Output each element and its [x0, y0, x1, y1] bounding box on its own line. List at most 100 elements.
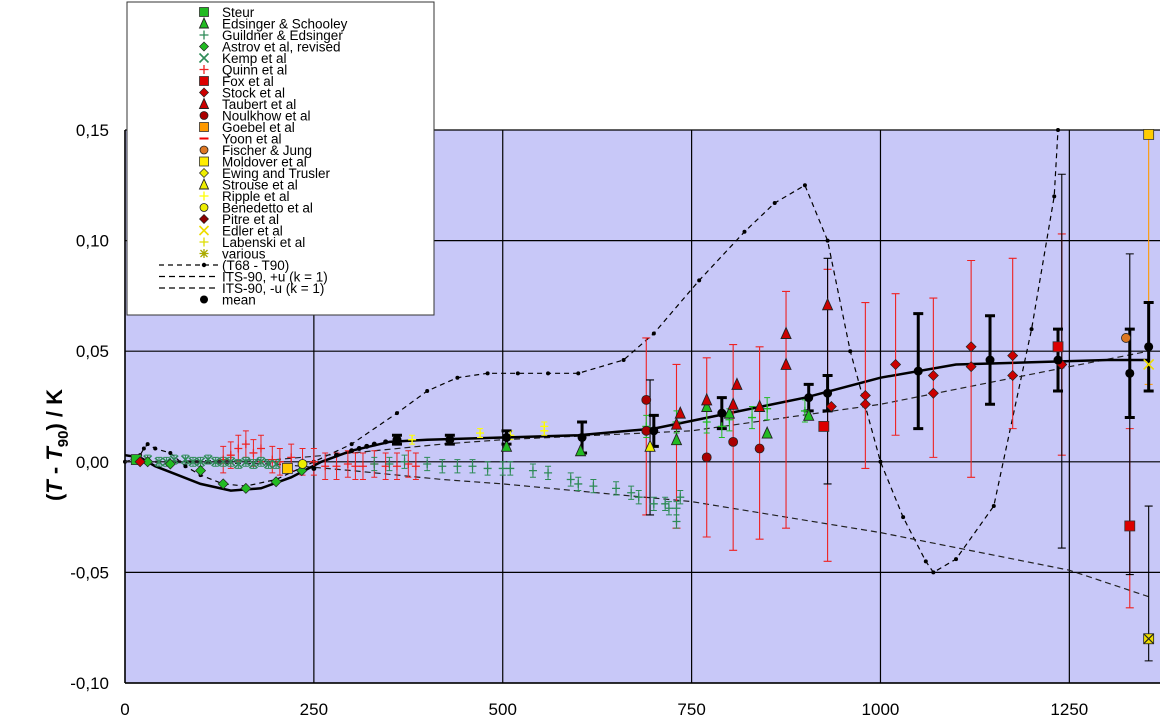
mean-point [985, 355, 995, 365]
legend-label: Edler et al [222, 224, 283, 239]
series-point-t68-t90 [183, 464, 188, 469]
error-bar [861, 301, 870, 469]
y-tick-label: -0,05 [70, 563, 109, 582]
point-edsinger-schooley [763, 404, 772, 413]
legend-box [126, 1, 435, 316]
mean-point [823, 388, 833, 398]
point-guildner-edsinger [661, 499, 670, 508]
legend-label: Astrov et al, revised [222, 40, 341, 55]
point-mean-low [383, 439, 389, 445]
point-quinn-et-al [256, 444, 265, 453]
point-quinn-et-al [268, 455, 277, 464]
legend-label: Quinn et al [222, 63, 287, 78]
point-kemp-et-al [180, 455, 191, 465]
grid [124, 129, 1160, 684]
series-point-t68-t90 [1052, 194, 1057, 199]
x-tick-label: 1000 [862, 700, 900, 719]
mean-point [1125, 368, 1135, 378]
x-tick-label: 1250 [1050, 700, 1088, 719]
legend-label: Ripple et al [222, 189, 290, 204]
data-point [1052, 341, 1064, 353]
point-mean-low [349, 448, 355, 454]
mean-point [1144, 342, 1154, 352]
mean-point [804, 393, 814, 403]
data-point [701, 392, 713, 406]
point-mean-low [371, 441, 377, 447]
series-point-t68-t90 [349, 442, 354, 447]
legend-marker-taubert-et-al [198, 97, 210, 109]
legend-label: Edsinger & Schooley [222, 17, 348, 32]
data-point [818, 421, 830, 432]
data-point [728, 436, 739, 447]
point-guildner-edsinger [589, 482, 598, 491]
legend-marker-t68-t90 [201, 262, 207, 268]
error-bar [1008, 257, 1017, 430]
data-point [723, 406, 736, 419]
data-point [753, 399, 766, 412]
legend-label: Steur [222, 5, 255, 20]
point-edsinger-schooley [702, 417, 711, 426]
series-point-t68-t90 [141, 446, 146, 451]
data-point [927, 370, 939, 382]
series-point-t68-t90 [742, 229, 747, 234]
point-guildner-edsinger [400, 457, 409, 466]
data-point [1007, 370, 1019, 382]
series-point-t68-t90 [153, 446, 158, 451]
legend-marker-guildner-edsinger [199, 30, 209, 40]
legend-label: Fischer & Jung [222, 143, 312, 158]
point-kemp-et-al [218, 457, 228, 467]
point-edsinger-schooley [717, 422, 726, 431]
data-point [282, 463, 293, 474]
point-ripple-et-al [408, 435, 417, 444]
data-point [821, 297, 834, 311]
series-point-t68-t90 [772, 200, 777, 205]
mean-point [577, 432, 587, 442]
point-guildner-edsinger [672, 517, 681, 526]
point-quinn-et-al [343, 460, 352, 469]
point-kemp-et-al [226, 457, 236, 467]
series-point-t68-t90 [802, 183, 807, 188]
legend-marker-moldover-et-al [199, 156, 209, 167]
y-axis-label-part: ( [42, 493, 67, 501]
data-point [825, 401, 837, 412]
data-point-cross [1143, 633, 1155, 645]
point-mean-low [334, 452, 340, 458]
data-point [780, 326, 792, 339]
point-guildner-edsinger [649, 499, 658, 508]
legend-label: Guildner & Edsinger [222, 28, 343, 43]
point-mean-low [311, 465, 317, 471]
data-point [1124, 520, 1136, 532]
y-axis-label-part: ) / K [42, 389, 67, 431]
data-point [1143, 129, 1155, 140]
legend-marker-edsinger-schooley [198, 16, 210, 29]
legend-label: Benedetto et al [222, 201, 313, 216]
legend-label: Kemp et al [222, 51, 287, 66]
point-guildner-edsinger [528, 466, 537, 475]
point-kemp-et-al [154, 457, 164, 467]
legend-label: Noulkhow et al [222, 109, 311, 124]
point-quinn-et-al [309, 457, 318, 466]
point-guildner-edsinger [423, 460, 432, 469]
series-point-t68-t90 [576, 371, 581, 376]
series-point-t68-t90 [1029, 327, 1034, 332]
error-bar [755, 346, 764, 540]
data-point [1143, 358, 1155, 371]
point-guildner-edsinger [370, 460, 379, 469]
series-point-t68-t90 [954, 557, 959, 562]
data-point [217, 478, 229, 490]
data-point [965, 361, 977, 373]
point-kemp-et-al [203, 455, 213, 465]
legend-marker-goebel-et-al [199, 122, 209, 132]
point-guildner-edsinger [676, 493, 685, 502]
legend-marker-fox-et-al [199, 76, 209, 86]
data-point [1121, 333, 1131, 343]
legend-marker-edler-et-al [198, 225, 210, 236]
mean-point [717, 408, 727, 418]
series-point-t68-t90 [923, 559, 928, 564]
y-tick-label: 0,10 [76, 232, 109, 251]
point-kemp-et-al [271, 459, 281, 469]
legend-marker-various [199, 249, 209, 258]
data-point [134, 456, 146, 468]
point-guildner-edsinger [438, 462, 447, 471]
data-point [270, 476, 282, 488]
